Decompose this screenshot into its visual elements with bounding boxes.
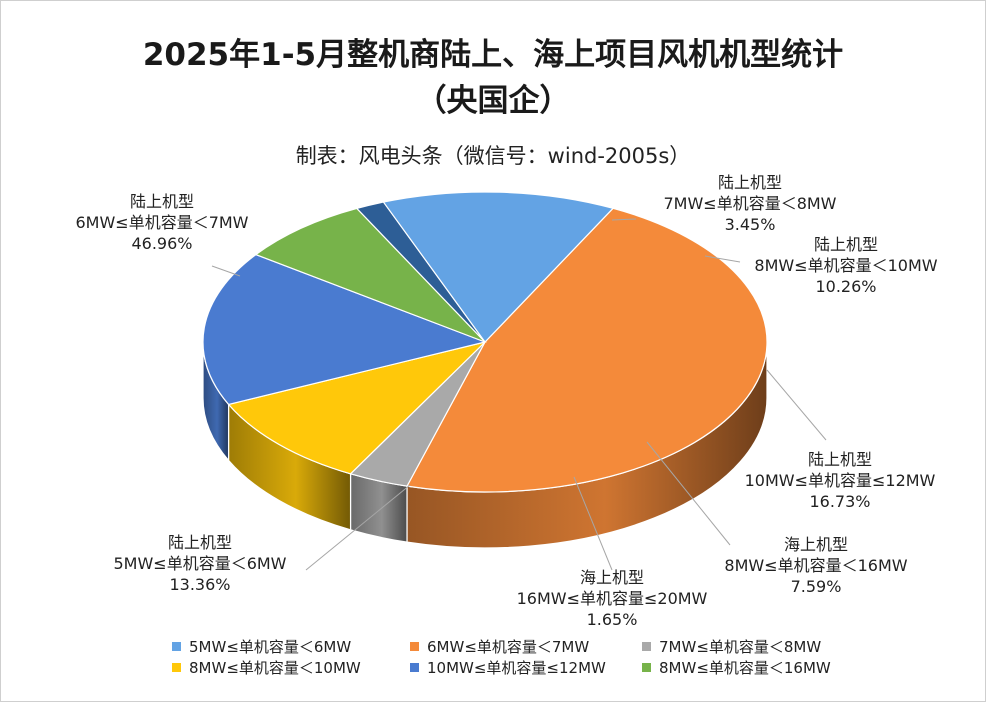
- data-label-line: 16MW≤单机容量≤20MW: [517, 589, 708, 608]
- data-label-line: 陆上机型: [718, 173, 782, 192]
- chart-subtitle: 制表：风电头条（微信号：wind-2005s）: [295, 144, 691, 168]
- chart-title-line-2: （央国企）: [415, 83, 571, 119]
- legend-item: 10MW≤单机容量≤12MW: [410, 657, 606, 678]
- data-label-0: 陆上机型 6MW≤单机容量＜7MW 46.96%: [75, 192, 248, 253]
- leader-line-0: [211, 265, 241, 277]
- data-label-line: 8MW≤单机容量＜16MW: [724, 556, 907, 575]
- pie-slice-4: [254, 207, 486, 343]
- leader-line-2: [704, 255, 741, 263]
- data-label-4: 海上机型 8MW≤单机容量＜16MW 7.59%: [724, 535, 907, 596]
- data-label-2: 陆上机型 8MW≤单机容量＜10MW 10.26%: [754, 235, 937, 296]
- data-label-line: 10.26%: [815, 277, 876, 296]
- chart-title: 2025年1-5月整机商陆上、海上项目风机机型统计 （央国企）: [0, 32, 986, 124]
- data-label-line: 1.65%: [587, 610, 638, 629]
- data-label-line: 陆上机型: [130, 192, 194, 211]
- data-label-line: 陆上机型: [808, 450, 872, 469]
- data-label-line: 海上机型: [580, 568, 644, 587]
- data-label-line: 10MW≤单机容量≤12MW: [745, 471, 936, 490]
- legend-item: 8MW≤单机容量＜10MW: [172, 657, 361, 678]
- legend-swatch: [410, 663, 419, 672]
- data-label-line: 7.59%: [791, 577, 842, 596]
- leader-line-6: [305, 484, 411, 571]
- data-label-line: 陆上机型: [168, 533, 232, 552]
- data-label-line: 陆上机型: [814, 235, 878, 254]
- data-label-line: 5MW≤单机容量＜6MW: [113, 554, 286, 573]
- legend-swatch: [410, 642, 419, 651]
- legend-swatch: [172, 642, 181, 651]
- leader-line-3: [766, 369, 827, 441]
- data-label-line: 46.96%: [131, 234, 192, 253]
- legend-swatch: [642, 642, 651, 651]
- legend-item: 7MW≤单机容量＜8MW: [642, 636, 821, 657]
- pie-slice-0: [406, 207, 768, 493]
- legend-swatch: [642, 663, 651, 672]
- legend-label: 8MW≤单机容量＜16MW: [659, 659, 831, 677]
- data-label-line: 8MW≤单机容量＜10MW: [754, 256, 937, 275]
- data-label-1: 陆上机型 7MW≤单机容量＜8MW 3.45%: [663, 173, 836, 234]
- data-label-line: 7MW≤单机容量＜8MW: [663, 194, 836, 213]
- legend-item: 6MW≤单机容量＜7MW: [410, 636, 589, 657]
- pie-slice-3: [202, 253, 488, 406]
- data-label-line: 海上机型: [784, 535, 848, 554]
- pie-slice-2: [227, 340, 487, 475]
- leader-line-1: [611, 218, 637, 221]
- legend-item: 5MW≤单机容量＜6MW: [172, 636, 351, 657]
- data-label-6: 陆上机型 5MW≤单机容量＜6MW 13.36%: [113, 533, 286, 594]
- legend-label: 10MW≤单机容量≤12MW: [427, 659, 606, 677]
- data-label-line: 16.73%: [809, 492, 870, 511]
- data-label-line: 13.36%: [169, 575, 230, 594]
- legend-label: 6MW≤单机容量＜7MW: [427, 638, 590, 656]
- pie-slice-6: [382, 191, 615, 343]
- data-label-line: 6MW≤单机容量＜7MW: [75, 213, 248, 232]
- legend-swatch: [172, 663, 181, 672]
- legend-label: 7MW≤单机容量＜8MW: [659, 638, 822, 656]
- data-label-5: 海上机型 16MW≤单机容量≤20MW 1.65%: [517, 568, 708, 629]
- legend-item: 8MW≤单机容量＜16MW: [642, 657, 831, 678]
- leader-line-4: [646, 441, 731, 546]
- data-label-3: 陆上机型 10MW≤单机容量≤12MW 16.73%: [745, 450, 936, 511]
- legend-label: 5MW≤单机容量＜6MW: [189, 638, 352, 656]
- data-label-line: 3.45%: [725, 215, 776, 234]
- leader-line-5: [573, 476, 613, 571]
- legend-label: 8MW≤单机容量＜10MW: [189, 659, 361, 677]
- chart-title-line-1: 2025年1-5月整机商陆上、海上项目风机机型统计: [142, 37, 844, 73]
